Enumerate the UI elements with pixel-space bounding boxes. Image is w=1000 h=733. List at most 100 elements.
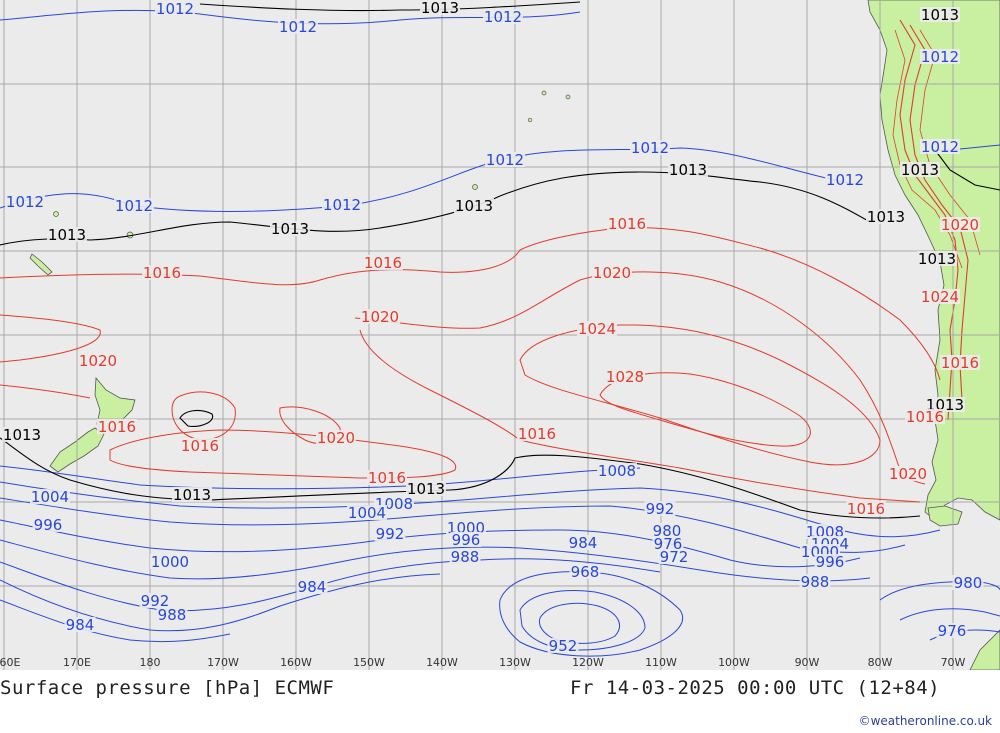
isobar-label-bg	[270, 221, 310, 236]
isobar-label-bg	[5, 194, 45, 209]
isobar-label-1012: 1012	[826, 171, 864, 189]
isobar-label-bg	[347, 505, 387, 520]
isobar-label-bg	[446, 520, 486, 535]
isobar-label-1013: 1013	[3, 426, 41, 444]
isobar-label-bg	[658, 549, 690, 564]
isobar-label-1024: 1024	[578, 320, 616, 338]
isobar-label-bg	[940, 355, 980, 370]
isobar-label-bg	[64, 617, 96, 632]
isobar-label-988: 988	[158, 606, 187, 624]
isobar-label-bg	[814, 554, 846, 569]
isobar-label-bg	[605, 369, 645, 384]
longitude-tick-100W: 100W	[718, 656, 750, 669]
isobar-label-980: 980	[653, 522, 682, 540]
isobar-label-bg	[517, 426, 557, 441]
longitude-tick-130W: 130W	[499, 656, 531, 669]
isobar-label-bg	[406, 481, 446, 496]
isobar-label-992: 992	[376, 525, 405, 543]
andes-relief	[899, 19, 969, 421]
isobar-label-976: 976	[938, 622, 967, 640]
isobar-label-1016: 1016	[98, 418, 136, 436]
isobar-label-bg	[888, 466, 928, 481]
isobar-label-1024: 1024	[921, 288, 959, 306]
isobar-label-1013: 1013	[421, 0, 459, 17]
isobar-label-1020: 1020	[593, 264, 631, 282]
isobar-label-bg	[139, 593, 171, 608]
isobar-label-bg	[360, 309, 400, 324]
isobar-label-bg	[920, 7, 960, 22]
isobar-label-1013: 1013	[918, 250, 956, 268]
isobar-label-bg	[2, 427, 42, 442]
isobar-label-1012: 1012	[6, 193, 44, 211]
isobar-label-bg	[630, 140, 670, 155]
land-masses	[29, 0, 1000, 670]
map-title: Surface pressure [hPa] ECMWF	[0, 677, 335, 699]
isobar-label-bg	[278, 19, 318, 34]
isobar-label-1013: 1013	[173, 486, 211, 504]
isobar-label-1016: 1016	[941, 354, 979, 372]
isobar-label-1013: 1013	[867, 208, 905, 226]
isobar-label-1020: 1020	[361, 308, 399, 326]
isobar-label-1016: 1016	[364, 254, 402, 272]
isobar-label-1008: 1008	[598, 462, 636, 480]
isobar-label-bg	[668, 162, 708, 177]
isobar-label-bg	[597, 463, 637, 478]
isobar-label-bg	[363, 255, 403, 270]
isobar-label-996: 996	[452, 531, 481, 549]
isobar-label-bg	[936, 623, 968, 638]
isobar-label-1012: 1012	[486, 151, 524, 169]
new-caledonia	[29, 253, 53, 276]
credit-link[interactable]: ©weatheronline.co.uk	[858, 714, 992, 728]
isobar-label-1016: 1016	[847, 500, 885, 518]
isobar-label-bg	[150, 554, 190, 569]
isobar-label-bg	[155, 1, 195, 16]
longitude-tick-150W: 150W	[353, 656, 385, 669]
isobar-label-bg	[172, 487, 212, 502]
longitude-tick-140W: 140W	[426, 656, 458, 669]
isobar-label-1016: 1016	[518, 425, 556, 443]
isobar-label-1004: 1004	[31, 488, 69, 506]
isobar-label-bg	[32, 517, 64, 532]
isobar-label-bg	[420, 0, 460, 15]
isobar-label-1020: 1020	[317, 429, 355, 447]
isobar-label-bg	[454, 198, 494, 213]
isobar-label-bg	[651, 523, 683, 538]
isobar-label-bg	[940, 217, 980, 232]
isobar-label-1016: 1016	[181, 437, 219, 455]
isobar-label-bg	[925, 397, 965, 412]
isobar-label-bg	[114, 198, 154, 213]
isobar-label-976: 976	[654, 535, 683, 553]
isobar-label-bg	[905, 409, 945, 424]
isobar-label-992: 992	[646, 500, 675, 518]
isobar-label-988: 988	[451, 548, 480, 566]
isobar-label-1013: 1013	[455, 197, 493, 215]
isobar-label-1012: 1012	[921, 138, 959, 156]
longitude-tick-170E: 170E	[63, 656, 91, 669]
isobar-label-996: 996	[816, 553, 845, 571]
isobar-label-1013: 1013	[921, 6, 959, 24]
isobar-label-1013: 1013	[407, 480, 445, 498]
isobar-label-bg	[450, 532, 482, 547]
isobar-label-bg	[846, 501, 886, 516]
isobar-label-bg	[567, 535, 599, 550]
isobar-label-bg	[592, 265, 632, 280]
isobar-label-bg	[825, 172, 865, 187]
isobar-label-984: 984	[569, 534, 598, 552]
isobar-label-bg	[917, 251, 957, 266]
isobar-label-bg	[180, 438, 220, 453]
isobar-label-bg	[920, 139, 960, 154]
isobar-label-bg	[374, 526, 406, 541]
isobar-label-972: 972	[660, 548, 689, 566]
longitude-tick-60E: 60E	[0, 656, 21, 669]
isobar-label-1028: 1028	[606, 368, 644, 386]
isobar-label-1020: 1020	[79, 352, 117, 370]
isobar-label-1012: 1012	[921, 48, 959, 66]
isobar-label-bg	[142, 265, 182, 280]
isobar-label-1016: 1016	[368, 469, 406, 487]
valid-time: Fr 14-03-2025 00:00 UTC (12+84)	[570, 677, 941, 699]
standard-isobars	[0, 1, 1000, 519]
isobar-label-952: 952	[549, 637, 578, 655]
isobar-label-bg	[47, 227, 87, 242]
isobar-label-992: 992	[141, 592, 170, 610]
